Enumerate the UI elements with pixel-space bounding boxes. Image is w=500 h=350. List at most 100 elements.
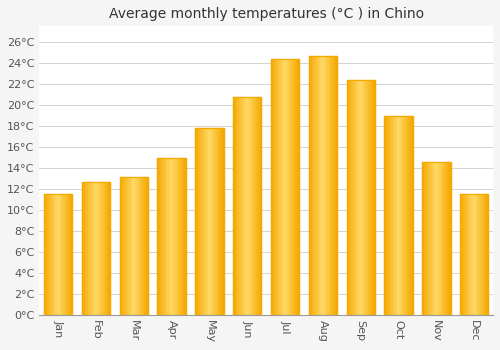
Bar xyxy=(131,177,132,315)
Bar xyxy=(104,182,106,315)
Bar xyxy=(384,116,386,315)
Bar xyxy=(296,59,298,315)
Bar xyxy=(122,177,124,315)
Bar xyxy=(387,116,388,315)
Bar xyxy=(54,194,56,315)
Bar xyxy=(322,56,323,315)
Bar xyxy=(163,158,164,315)
Bar xyxy=(99,182,100,315)
Bar xyxy=(285,59,286,315)
Bar xyxy=(438,162,439,315)
Bar xyxy=(350,80,351,315)
Bar xyxy=(298,59,300,315)
Bar xyxy=(393,116,394,315)
Bar xyxy=(233,97,262,315)
Bar xyxy=(348,80,350,315)
Bar xyxy=(128,177,130,315)
Bar xyxy=(323,56,324,315)
Bar xyxy=(394,116,396,315)
Bar xyxy=(159,158,160,315)
Bar xyxy=(44,194,72,315)
Bar xyxy=(295,59,296,315)
Bar xyxy=(257,97,258,315)
Bar xyxy=(358,80,360,315)
Bar xyxy=(272,59,274,315)
Bar xyxy=(330,56,332,315)
Bar xyxy=(275,59,276,315)
Bar xyxy=(169,158,170,315)
Bar xyxy=(482,194,484,315)
Bar xyxy=(162,158,163,315)
Bar xyxy=(352,80,354,315)
Bar xyxy=(313,56,314,315)
Bar xyxy=(215,128,216,315)
Bar xyxy=(134,177,136,315)
Bar xyxy=(274,59,275,315)
Bar xyxy=(210,128,211,315)
Bar xyxy=(425,162,426,315)
Bar xyxy=(141,177,142,315)
Bar xyxy=(444,162,445,315)
Bar xyxy=(460,194,488,315)
Bar xyxy=(396,116,397,315)
Bar xyxy=(435,162,436,315)
Bar xyxy=(68,194,70,315)
Bar xyxy=(294,59,295,315)
Bar xyxy=(407,116,408,315)
Bar xyxy=(286,59,288,315)
Bar xyxy=(374,80,375,315)
Bar xyxy=(136,177,138,315)
Bar xyxy=(92,182,93,315)
Bar xyxy=(462,194,463,315)
Bar xyxy=(460,194,462,315)
Bar xyxy=(254,97,256,315)
Bar xyxy=(406,116,407,315)
Bar xyxy=(410,116,412,315)
Bar xyxy=(290,59,291,315)
Bar xyxy=(448,162,449,315)
Bar xyxy=(221,128,222,315)
Bar xyxy=(51,194,52,315)
Bar xyxy=(308,56,337,315)
Bar xyxy=(428,162,429,315)
Bar xyxy=(100,182,102,315)
Bar xyxy=(93,182,94,315)
Bar xyxy=(88,182,89,315)
Bar xyxy=(486,194,487,315)
Bar xyxy=(216,128,218,315)
Bar xyxy=(121,177,122,315)
Bar xyxy=(172,158,173,315)
Bar xyxy=(398,116,400,315)
Bar xyxy=(351,80,352,315)
Bar xyxy=(365,80,366,315)
Bar xyxy=(355,80,356,315)
Bar xyxy=(474,194,476,315)
Bar xyxy=(463,194,464,315)
Bar xyxy=(281,59,282,315)
Bar xyxy=(422,162,424,315)
Bar xyxy=(103,182,104,315)
Bar xyxy=(366,80,368,315)
Bar xyxy=(158,158,186,315)
Bar xyxy=(178,158,180,315)
Bar xyxy=(160,158,162,315)
Bar xyxy=(182,158,183,315)
Bar xyxy=(238,97,239,315)
Bar xyxy=(184,158,186,315)
Bar xyxy=(196,128,224,315)
Bar xyxy=(477,194,478,315)
Bar xyxy=(124,177,126,315)
Bar xyxy=(211,128,212,315)
Bar xyxy=(130,177,131,315)
Bar xyxy=(168,158,169,315)
Bar xyxy=(271,59,272,315)
Bar xyxy=(260,97,262,315)
Bar xyxy=(278,59,280,315)
Bar xyxy=(386,116,387,315)
Bar xyxy=(472,194,474,315)
Bar xyxy=(464,194,466,315)
Bar xyxy=(258,97,260,315)
Bar xyxy=(208,128,210,315)
Bar xyxy=(120,177,121,315)
Bar xyxy=(369,80,370,315)
